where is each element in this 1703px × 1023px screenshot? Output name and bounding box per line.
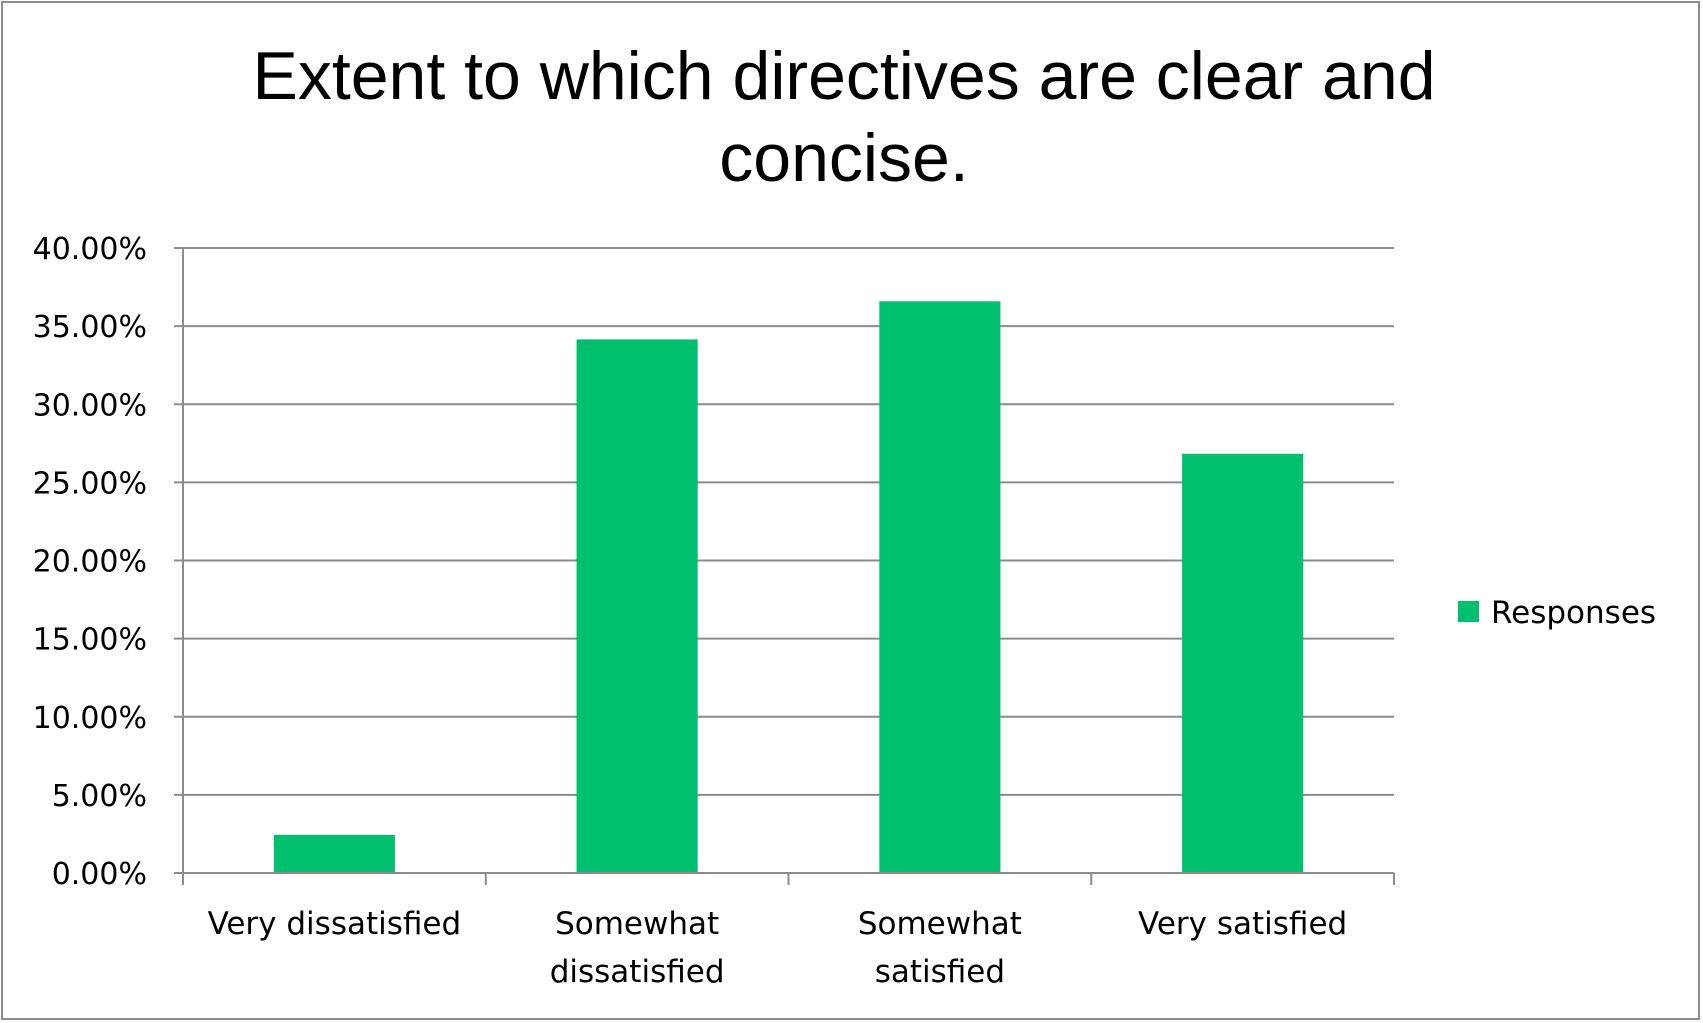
y-tick-labels: 0.00% 5.00% 10.00% 15.00% 20.00% 25.00% 30.00%… xyxy=(33,232,147,892)
y-tick-label: 0.00% xyxy=(52,857,147,892)
y-tick-label: 5.00% xyxy=(52,779,147,814)
y-tick-label: 10.00% xyxy=(33,701,147,736)
y-tick-label: 15.00% xyxy=(33,623,147,658)
x-category-label: Very dissatisfied xyxy=(208,906,462,942)
x-category-label: Somewhat xyxy=(555,906,719,942)
x-category-label: dissatisfied xyxy=(550,954,725,990)
bar xyxy=(879,301,1001,873)
bar xyxy=(273,834,395,873)
bar xyxy=(1182,453,1304,873)
y-tick-label: 40.00% xyxy=(33,232,147,267)
x-category-labels: Very dissatisfied Somewhat dissatisfied Som… xyxy=(208,906,1348,990)
legend: Responses xyxy=(1458,595,1656,631)
legend-label: Responses xyxy=(1491,595,1656,631)
axes xyxy=(182,248,1395,885)
y-tick-label: 25.00% xyxy=(33,466,147,501)
x-category-label: Somewhat xyxy=(858,906,1022,942)
chart-title-line-2: concise. xyxy=(719,120,968,196)
bars xyxy=(273,301,1304,873)
chart-title: Extent to which directives are clear and… xyxy=(252,38,1435,196)
legend-swatch xyxy=(1458,601,1479,622)
chart-title-line-1: Extent to which directives are clear and xyxy=(252,38,1435,114)
bar xyxy=(576,339,698,873)
x-category-label: Very satisfied xyxy=(1138,906,1347,942)
y-tick-label: 30.00% xyxy=(33,388,147,423)
x-category-label: satisfied xyxy=(875,954,1005,990)
y-tick-label: 20.00% xyxy=(33,545,147,580)
y-tick-label: 35.00% xyxy=(33,310,147,345)
